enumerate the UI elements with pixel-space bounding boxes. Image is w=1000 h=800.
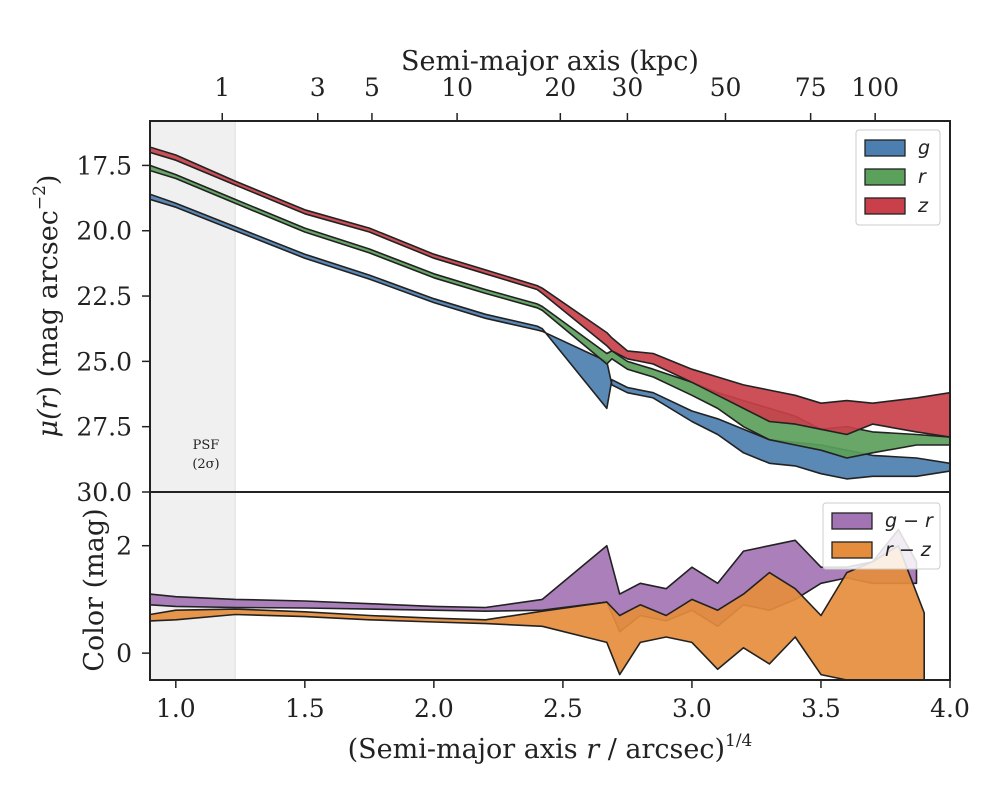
top-tick-label-7: 75	[795, 73, 827, 102]
top-axis-title: Semi-major axis (kpc)	[401, 46, 699, 77]
x-axis-title-var: r	[586, 734, 601, 765]
x-tick-label-2: 2.0	[414, 694, 454, 723]
x-axis-title: (Semi-major axis r / arcsec)1/4	[348, 731, 753, 765]
top-y-tick-label-1: 20.0	[76, 217, 132, 246]
x-axis-title-sup: 1/4	[725, 731, 752, 751]
top-y-tick-label-4: 27.5	[76, 413, 132, 442]
top-legend-swatch-2	[864, 197, 906, 215]
bottom-y-tick-label-1: 2	[116, 532, 132, 561]
top-legend-swatch-0	[864, 139, 906, 157]
bottom-y-axis-title: Color (mag)	[79, 508, 110, 671]
top-band-0	[150, 193, 950, 480]
top-tick-label-3: 10	[441, 73, 473, 102]
x-tick-label-4: 3.0	[672, 694, 712, 723]
x-tick-label-5: 3.5	[801, 694, 841, 723]
top-tick-label-4: 20	[544, 73, 576, 102]
psf-band-bottom	[150, 492, 236, 680]
top-legend-label-1: r	[918, 166, 927, 188]
x-tick-label-3: 2.5	[543, 694, 583, 723]
bottom-band-1	[150, 544, 926, 680]
y-axis-title-end: )	[33, 175, 64, 186]
top-tick-label-6: 50	[710, 73, 742, 102]
top-legend-label-0: g	[918, 137, 930, 159]
top-y-tick-label-2: 22.5	[76, 282, 132, 311]
axis-ticks: 1.0 1.5 2.0 2.5 3.0 3.5 4.01 3 5 10 20 30 50 75 10017.…	[76, 73, 970, 723]
x-tick-label-0: 1.0	[156, 694, 196, 723]
x-tick-label-6: 4.0	[930, 694, 970, 723]
top-legend-label-2: z	[917, 195, 929, 217]
bottom-panel-frame	[149, 491, 951, 681]
bottom-legend-label-1: r − z	[885, 539, 932, 561]
x-axis-title-rest: / arcsec)	[599, 734, 725, 765]
y-axis-title-suffix: ) (mag arcsec	[33, 210, 64, 396]
psf-label-line1: PSF	[193, 438, 220, 453]
top-tick-label-1: 3	[310, 73, 326, 102]
top-legend: grz	[855, 129, 941, 226]
top-tick-label-2: 5	[364, 73, 380, 102]
top-legend-swatch-1	[864, 168, 906, 186]
y-axis-title-var: r	[33, 394, 64, 409]
top-panel-series	[150, 146, 950, 480]
bottom-y-tick-label-0: 0	[116, 639, 132, 668]
top-tick-label-5: 30	[612, 73, 644, 102]
bottom-legend: g − r r − z	[822, 502, 941, 570]
top-band-1	[150, 164, 950, 459]
top-y-tick-label-5: 30.0	[76, 478, 132, 507]
psf-label-line2: (2σ)	[192, 457, 219, 472]
top-tick-label-8: 100	[851, 73, 899, 102]
top-y-tick-label-0: 17.5	[76, 151, 132, 180]
x-tick-label-1: 1.5	[285, 694, 325, 723]
bottom-panel-series	[150, 528, 926, 680]
bottom-legend-swatch-1	[831, 541, 873, 559]
x-axis-title-main: (Semi-major axis	[348, 734, 587, 765]
y-axis-title-prefix: μ(	[33, 408, 64, 438]
top-y-tick-label-3: 25.0	[76, 347, 132, 376]
bottom-legend-swatch-0	[831, 512, 873, 530]
y-axis-title-sup: −2	[30, 185, 50, 210]
bottom-legend-label-0: g − r	[885, 510, 934, 532]
top-band-2	[150, 146, 950, 438]
top-y-axis-title: μ(r) (mag arcsec−2)	[30, 175, 64, 438]
top-tick-label-0: 1	[214, 73, 230, 102]
